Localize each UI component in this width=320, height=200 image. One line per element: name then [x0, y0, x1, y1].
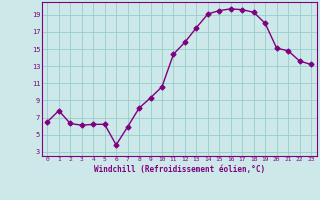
X-axis label: Windchill (Refroidissement éolien,°C): Windchill (Refroidissement éolien,°C) [94, 165, 265, 174]
